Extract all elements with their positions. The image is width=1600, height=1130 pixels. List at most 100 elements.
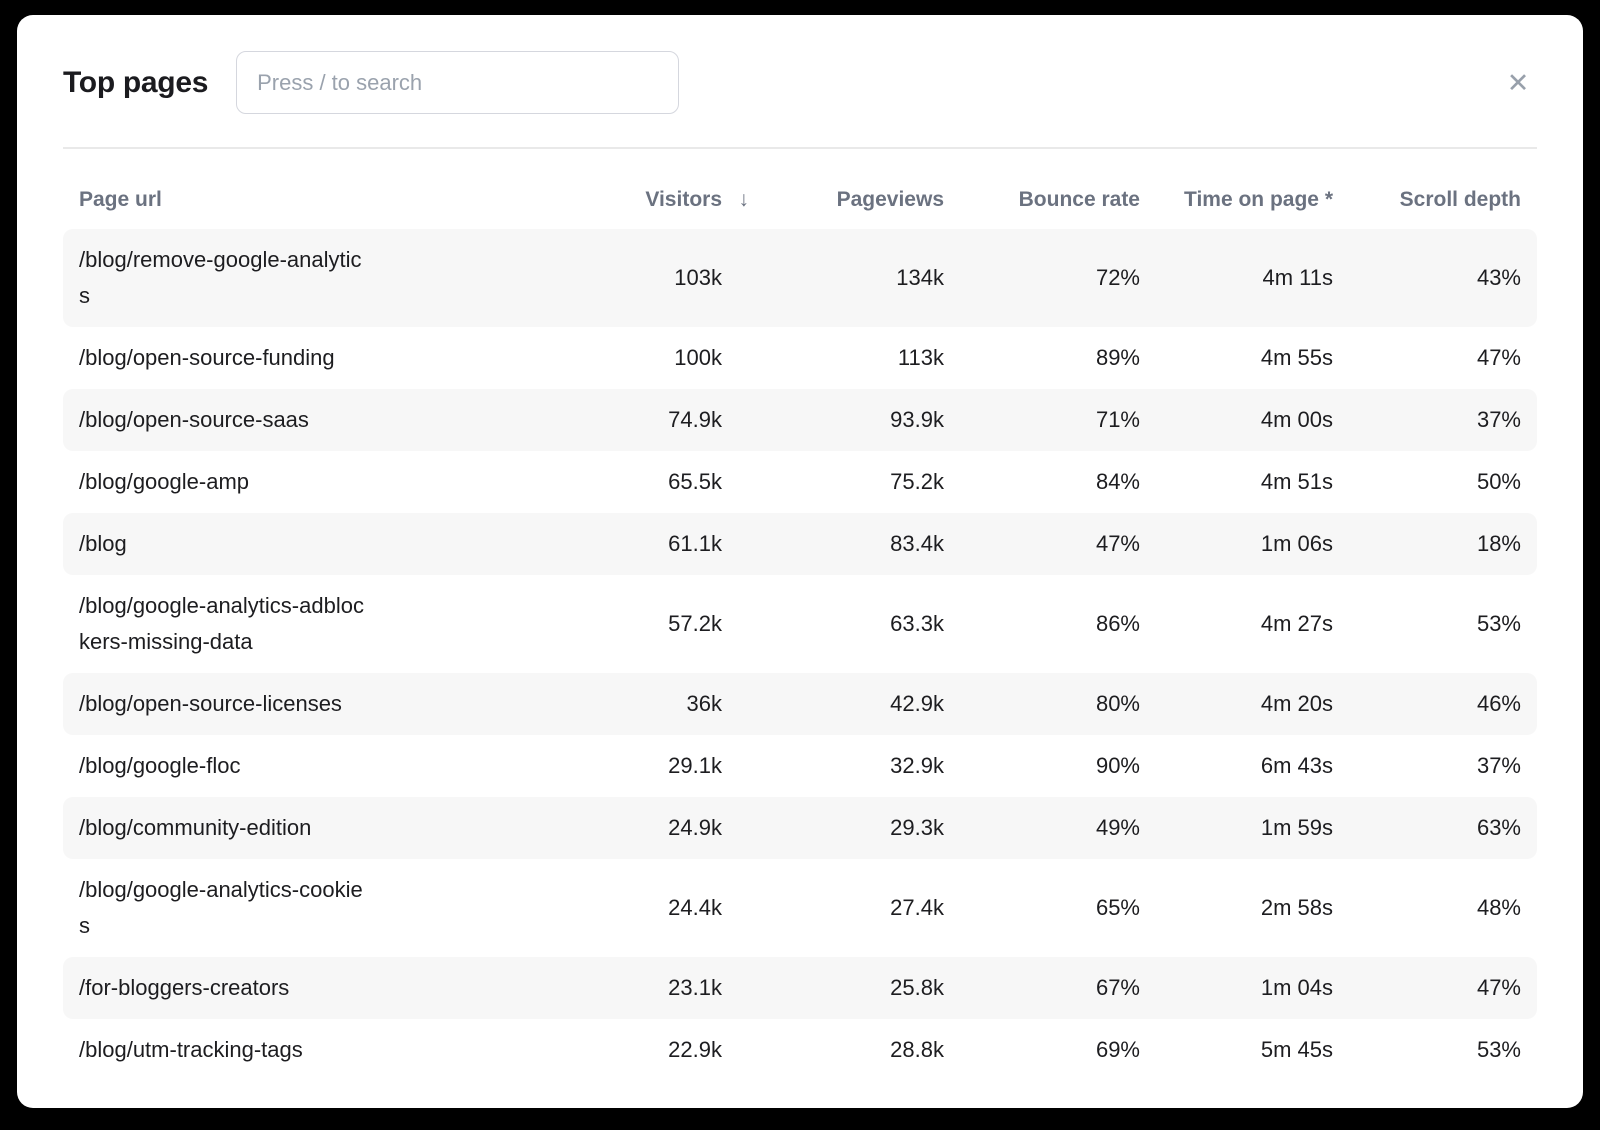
scroll-depth-value: 48%	[1476, 895, 1521, 920]
pageviews-value: 28.8k	[890, 1037, 944, 1062]
table-row[interactable]: /blog/google-analytics-adblockers-missin…	[63, 575, 1537, 673]
page-url-link[interactable]: /blog	[79, 531, 127, 556]
visitors-value: 24.4k	[668, 895, 722, 920]
visitors-value: 23.1k	[668, 975, 722, 1000]
time-on-page-value: 4m 20s	[1260, 691, 1333, 716]
page-url-link[interactable]: /blog/open-source-licenses	[79, 691, 342, 716]
table-row[interactable]: /blog/google-analytics-cookies 24.4k 27.…	[63, 859, 1537, 957]
visitors-value: 103k	[674, 265, 722, 290]
scroll-depth-value: 47%	[1476, 345, 1521, 370]
pageviews-value: 93.9k	[890, 407, 944, 432]
page-url-link[interactable]: /blog/open-source-funding	[79, 345, 335, 370]
scroll-depth-value: 53%	[1476, 611, 1521, 636]
bounce-rate-value: 71%	[1095, 407, 1140, 432]
table-body: /blog/remove-google-analytics 103k 134k …	[63, 229, 1537, 1081]
page-url-link[interactable]: /blog/utm-tracking-tags	[79, 1037, 303, 1062]
page-url-link[interactable]: /blog/google-amp	[79, 469, 250, 494]
visitors-value: 29.1k	[668, 753, 722, 778]
scroll-depth-value: 47%	[1476, 975, 1521, 1000]
pageviews-value: 113k	[897, 345, 944, 370]
page-url-link[interactable]: /blog/google-analytics-adblockers-missin…	[79, 593, 364, 654]
time-on-page-value: 4m 27s	[1260, 611, 1333, 636]
page-url-link[interactable]: /for-bloggers-creators	[79, 975, 290, 1000]
time-on-page-value: 1m 04s	[1260, 975, 1333, 1000]
table-row[interactable]: /blog/open-source-licenses 36k 42.9k 80%…	[63, 673, 1537, 735]
bounce-rate-value: 67%	[1095, 975, 1140, 1000]
table-row[interactable]: /blog/open-source-saas 74.9k 93.9k 71% 4…	[63, 389, 1537, 451]
scroll-depth-value: 53%	[1476, 1037, 1521, 1062]
column-header-bounce-rate[interactable]: Bounce rate	[1018, 188, 1140, 211]
pageviews-value: 29.3k	[890, 815, 944, 840]
scroll-depth-value: 18%	[1476, 531, 1521, 556]
time-on-page-value: 4m 00s	[1260, 407, 1333, 432]
pageviews-value: 75.2k	[890, 469, 944, 494]
bounce-rate-value: 80%	[1095, 691, 1140, 716]
column-header-page-url: Page url	[79, 188, 162, 211]
table-row[interactable]: /for-bloggers-creators 23.1k 25.8k 67% 1…	[63, 957, 1537, 1019]
table-row[interactable]: /blog/utm-tracking-tags 22.9k 28.8k 69% …	[63, 1019, 1537, 1081]
column-header-time-on-page[interactable]: Time on page *	[1184, 188, 1333, 211]
visitors-value: 74.9k	[668, 407, 722, 432]
page-url-link[interactable]: /blog/remove-google-analytics	[79, 247, 362, 308]
pageviews-value: 27.4k	[890, 895, 944, 920]
bounce-rate-value: 65%	[1095, 895, 1140, 920]
time-on-page-value: 1m 59s	[1260, 815, 1333, 840]
time-on-page-value: 2m 58s	[1260, 895, 1333, 920]
page-url-link[interactable]: /blog/open-source-saas	[79, 407, 309, 432]
top-pages-modal: Top pages ✕ Page url Visitors ↓ Pageview…	[17, 15, 1583, 1108]
visitors-value: 22.9k	[668, 1037, 722, 1062]
close-icon: ✕	[1506, 67, 1530, 98]
table-header-row: Page url Visitors ↓ Pageviews Bounce rat…	[63, 149, 1537, 229]
scroll-depth-value: 63%	[1476, 815, 1521, 840]
column-header-visitors-label: Visitors	[645, 188, 722, 211]
pageviews-value: 63.3k	[890, 611, 944, 636]
column-header-visitors[interactable]: Visitors ↓	[592, 188, 749, 211]
time-on-page-value: 4m 11s	[1262, 265, 1333, 290]
header-divider	[63, 147, 1537, 149]
visitors-value: 65.5k	[668, 469, 722, 494]
column-header-pageviews[interactable]: Pageviews	[836, 188, 944, 211]
visitors-value: 57.2k	[668, 611, 722, 636]
bounce-rate-value: 86%	[1095, 611, 1140, 636]
bounce-rate-value: 49%	[1095, 815, 1140, 840]
time-on-page-value: 4m 51s	[1260, 469, 1333, 494]
bounce-rate-value: 84%	[1095, 469, 1140, 494]
page-title: Top pages	[63, 65, 209, 99]
page-url-link[interactable]: /blog/community-edition	[79, 815, 312, 840]
pageviews-value: 83.4k	[890, 531, 944, 556]
scroll-depth-value: 46%	[1476, 691, 1521, 716]
column-header-scroll-depth[interactable]: Scroll depth	[1399, 188, 1521, 211]
bounce-rate-value: 89%	[1095, 345, 1140, 370]
bounce-rate-value: 47%	[1095, 531, 1140, 556]
scroll-depth-value: 37%	[1476, 753, 1521, 778]
bounce-rate-value: 90%	[1095, 753, 1140, 778]
table-row[interactable]: /blog 61.1k 83.4k 47% 1m 06s 18%	[63, 513, 1537, 575]
scroll-depth-value: 37%	[1476, 407, 1521, 432]
scroll-depth-value: 43%	[1476, 265, 1521, 290]
pageviews-value: 134k	[896, 265, 944, 290]
time-on-page-value: 5m 45s	[1260, 1037, 1333, 1062]
pageviews-value: 32.9k	[890, 753, 944, 778]
visitors-value: 36k	[686, 691, 722, 716]
time-on-page-value: 6m 43s	[1260, 753, 1333, 778]
table-row[interactable]: /blog/google-amp 65.5k 75.2k 84% 4m 51s …	[63, 451, 1537, 513]
bounce-rate-value: 69%	[1095, 1037, 1140, 1062]
page-url-link[interactable]: /blog/google-analytics-cookies	[79, 877, 363, 938]
close-button[interactable]: ✕	[1499, 64, 1537, 102]
top-pages-table: Page url Visitors ↓ Pageviews Bounce rat…	[63, 149, 1537, 1081]
pageviews-value: 42.9k	[890, 691, 944, 716]
search-input[interactable]	[236, 51, 680, 114]
table-row[interactable]: /blog/open-source-funding 100k 113k 89% …	[63, 327, 1537, 389]
page-url-link[interactable]: /blog/google-floc	[79, 753, 241, 778]
time-on-page-value: 1m 06s	[1260, 531, 1333, 556]
time-on-page-value: 4m 55s	[1260, 345, 1333, 370]
visitors-value: 100k	[674, 345, 722, 370]
scroll-depth-value: 50%	[1476, 469, 1521, 494]
table-row[interactable]: /blog/remove-google-analytics 103k 134k …	[63, 229, 1537, 327]
visitors-value: 61.1k	[668, 531, 722, 556]
table-row[interactable]: /blog/google-floc 29.1k 32.9k 90% 6m 43s…	[63, 735, 1537, 797]
visitors-value: 24.9k	[668, 815, 722, 840]
table-row[interactable]: /blog/community-edition 24.9k 29.3k 49% …	[63, 797, 1537, 859]
bounce-rate-value: 72%	[1095, 265, 1140, 290]
modal-header: Top pages ✕	[17, 15, 1583, 114]
